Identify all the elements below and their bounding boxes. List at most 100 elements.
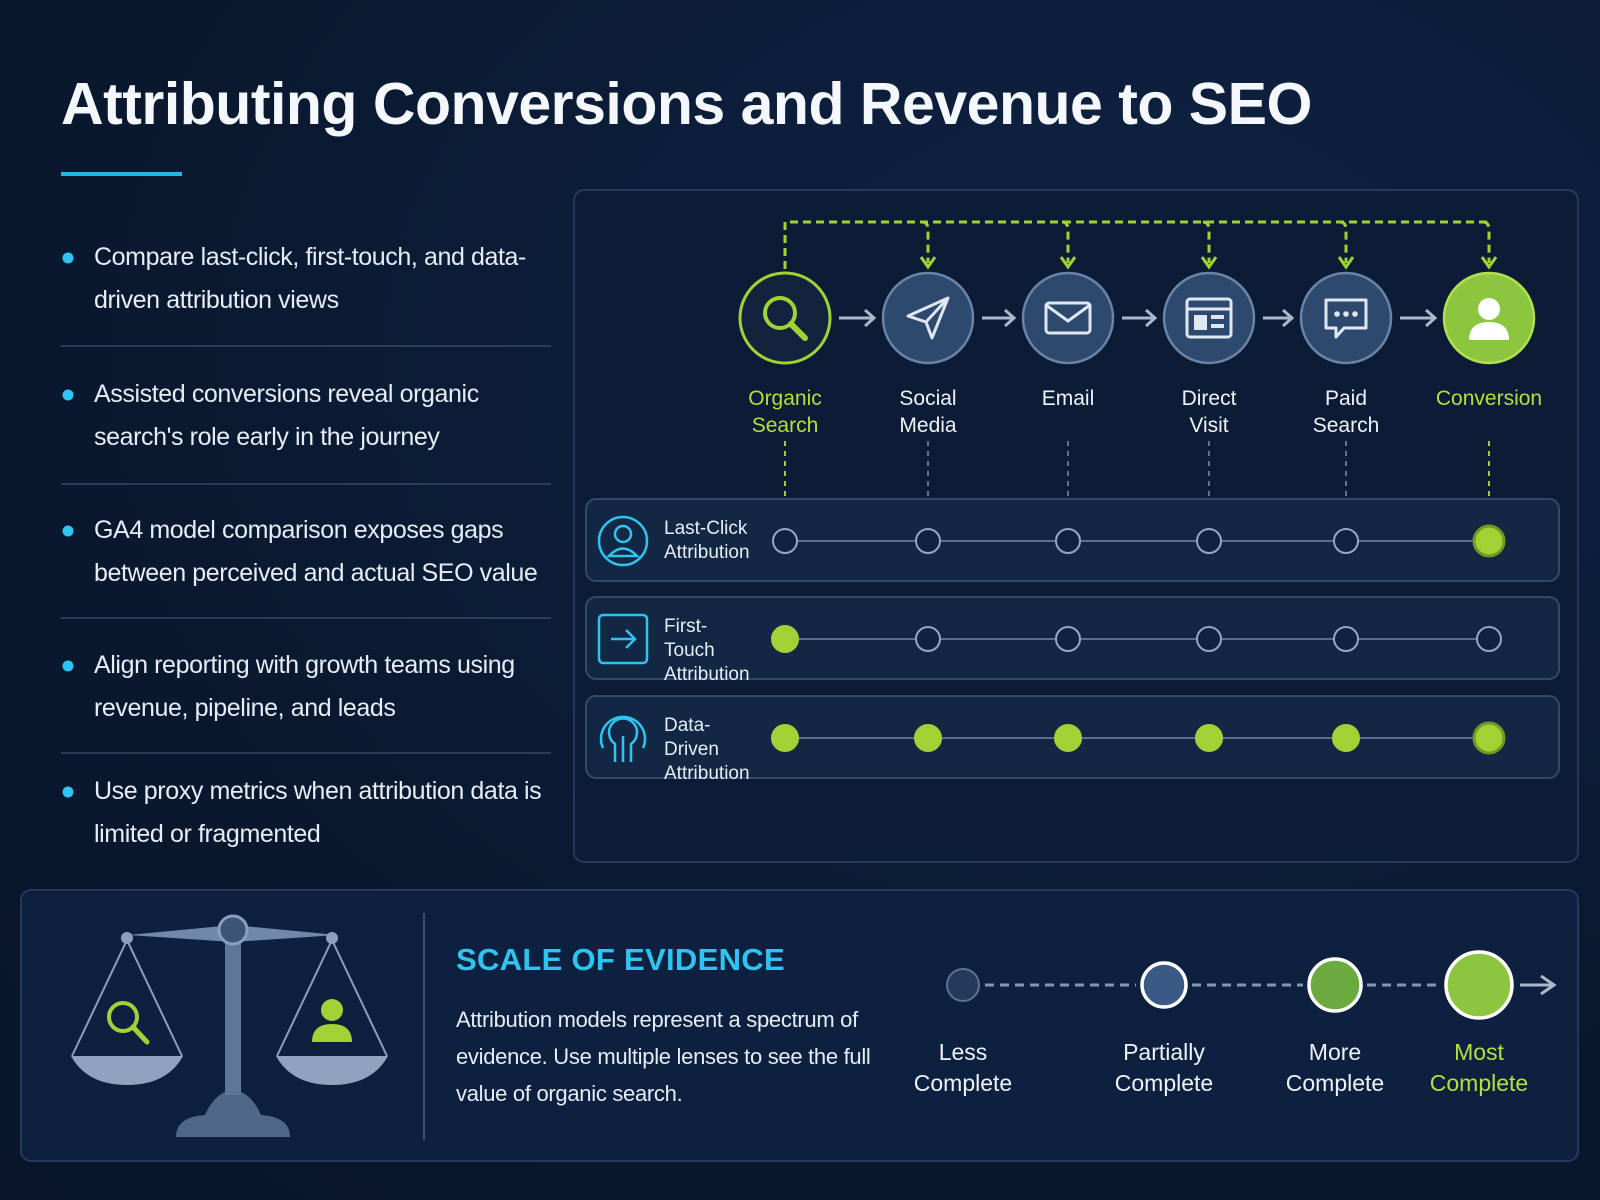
credit-dot <box>771 724 799 752</box>
icon-plane <box>906 296 950 340</box>
model-icon <box>597 613 649 665</box>
credit-dot <box>1333 528 1359 554</box>
bullet-text: Use proxy metrics when attribution data … <box>94 777 542 848</box>
credit-dot <box>1332 724 1360 752</box>
credit-dot <box>1054 724 1082 752</box>
evidence-level <box>1307 957 1363 1013</box>
evidence-title: SCALE OF EVIDENCE <box>456 942 785 977</box>
scale-string <box>71 939 183 1057</box>
model-name: Data-Driven Attribution <box>664 715 750 784</box>
bullet-dot <box>62 525 74 537</box>
bullet-dot <box>62 252 74 264</box>
evidence-label: More Complete <box>1285 1039 1385 1096</box>
icon-chat <box>1352 311 1358 317</box>
step-label: Email <box>1041 387 1095 410</box>
connector-arrow <box>1480 256 1498 270</box>
flow-arrow-head <box>1425 308 1438 328</box>
step-circle <box>1021 271 1115 365</box>
scale-pivot <box>217 914 249 946</box>
model-icon <box>599 715 647 762</box>
model-icon <box>613 524 633 544</box>
connector-top <box>783 220 1489 269</box>
bullet-dot <box>62 660 74 672</box>
connector-arrow <box>919 256 937 270</box>
step-label: Direct Visit <box>1181 387 1237 437</box>
icon-search <box>763 296 797 330</box>
credit-dot <box>915 626 941 652</box>
scale-string <box>276 939 388 1057</box>
step-circle <box>1299 271 1393 365</box>
icon-chat <box>1324 298 1368 339</box>
flow-arrow-head <box>1145 308 1158 328</box>
scale-person <box>312 1024 352 1042</box>
step-circle <box>738 271 832 365</box>
connector-drop <box>1339 220 1348 263</box>
bullet-dot <box>62 389 74 401</box>
page-title: Attributing Conversions and Revenue to S… <box>61 71 1312 137</box>
scale-search <box>107 1001 139 1033</box>
icon-chat <box>1334 311 1340 317</box>
step-label: Organic Search <box>748 387 822 437</box>
icon-mail <box>1044 301 1092 335</box>
icon-mail <box>1045 303 1091 323</box>
bullet-text: GA4 model comparison exposes gaps betwee… <box>94 516 538 587</box>
credit-dot <box>914 724 942 752</box>
scale-pan <box>71 1056 183 1085</box>
evidence-label: Partially Complete <box>1114 1039 1214 1096</box>
bullet-text: Assisted conversions reveal organic sear… <box>94 380 479 451</box>
credit-dot <box>1333 626 1359 652</box>
icon-browser <box>1211 324 1224 328</box>
credit-dot <box>1055 626 1081 652</box>
credit-dot <box>1472 721 1506 755</box>
scale-foot <box>205 1090 261 1115</box>
evidence-label: Most Complete <box>1429 1039 1529 1096</box>
bullet-text: Compare last-click, first-touch, and dat… <box>94 243 526 314</box>
connector-drop <box>1202 220 1211 263</box>
icon-browser <box>1185 297 1233 339</box>
step-label: Paid Search <box>1312 387 1380 437</box>
evidence-panel <box>20 889 1579 1162</box>
evidence-label: Less Complete <box>913 1039 1013 1096</box>
icon-person <box>1469 322 1509 340</box>
model-icon <box>606 547 640 558</box>
step-circle <box>1162 271 1256 365</box>
evidence-level <box>1444 950 1514 1020</box>
credit-dot <box>1476 626 1502 652</box>
bullet-dot <box>62 786 74 798</box>
icon-person <box>1478 298 1500 320</box>
evidence-description: Attribution models represent a spectrum … <box>456 1007 871 1106</box>
icon-browser <box>1194 315 1207 330</box>
credit-dot <box>772 528 798 554</box>
scale-pan <box>276 1056 388 1085</box>
scale-search <box>130 1024 150 1045</box>
step-label: Social Media <box>899 387 957 437</box>
icon-chat <box>1343 311 1349 317</box>
connector-drop <box>1061 220 1070 263</box>
connector-drop <box>1482 220 1491 263</box>
connector-arrow <box>1059 256 1077 270</box>
model-icon <box>611 629 637 649</box>
credit-dot <box>1196 528 1222 554</box>
step-label: Conversion <box>1435 387 1543 410</box>
flow-arrow-head <box>1004 308 1017 328</box>
connector-arrow <box>1200 256 1218 270</box>
credit-dot <box>915 528 941 554</box>
scale-base <box>176 1115 290 1137</box>
evidence-level <box>946 968 980 1002</box>
flow-arrow-head <box>1282 308 1295 328</box>
icon-search <box>788 321 808 341</box>
model-name: First-Touch Attribution <box>664 616 750 685</box>
credit-dot <box>1055 528 1081 554</box>
evidence-arrow-head <box>1540 974 1557 996</box>
scale-hook <box>326 932 338 944</box>
credit-dot <box>1196 626 1222 652</box>
connector-arrow <box>1337 256 1355 270</box>
scale-hook <box>121 932 133 944</box>
credit-dot <box>771 625 799 653</box>
title-underline <box>61 172 182 176</box>
model-name: Last-Click Attribution <box>664 518 750 563</box>
bullet-text: Align reporting with growth teams using … <box>94 651 515 722</box>
model-icon <box>597 515 649 567</box>
